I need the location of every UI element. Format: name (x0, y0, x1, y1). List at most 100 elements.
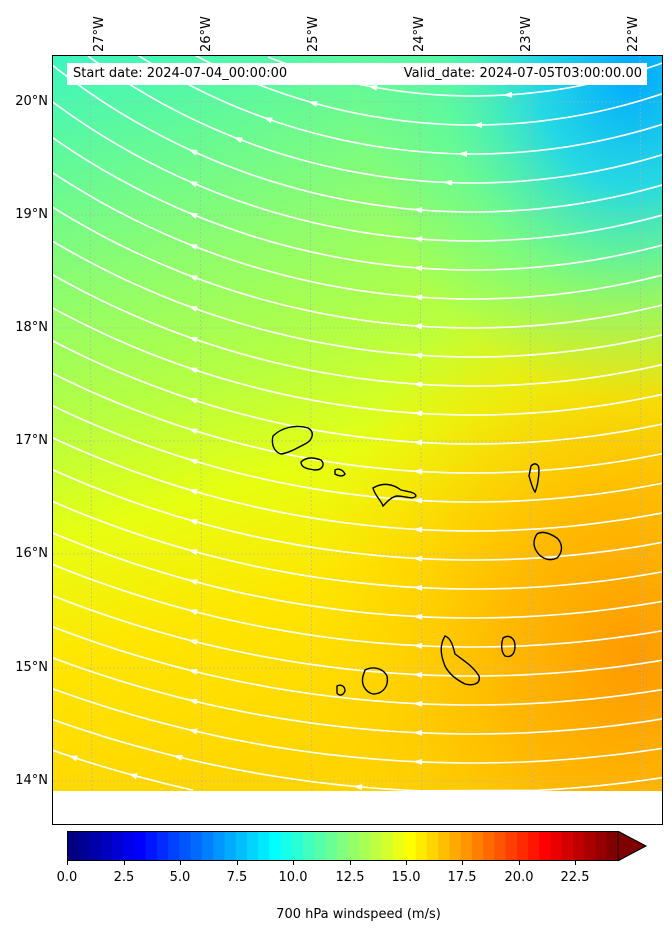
streamline-arrow (413, 642, 423, 649)
colorbar-cell (415, 831, 428, 861)
lat-label-17n: 17°N (15, 433, 48, 448)
streamline (53, 372, 662, 474)
streamline (53, 626, 662, 706)
streamline (53, 240, 662, 358)
streamline-arrow (413, 526, 423, 533)
colorbar-cell (573, 831, 585, 861)
island-boa-vista (533, 531, 563, 561)
colorbar-tickmark (350, 861, 351, 865)
streamline (137, 56, 662, 155)
colorbar-cell (471, 831, 484, 861)
streamline (53, 307, 662, 416)
streamline-arrow (413, 555, 423, 562)
colorbar-cell (561, 831, 574, 861)
lon-label-24w: 24°W (412, 16, 427, 52)
colorbar-cell (359, 831, 372, 861)
island-santiago (440, 635, 480, 686)
lon-label-26w: 26°W (199, 16, 214, 52)
colorbar-cell (213, 831, 226, 861)
streamline (53, 500, 662, 590)
streamline-arrow (503, 91, 513, 98)
streamline-arrow (188, 212, 198, 219)
colorbar-cell (235, 831, 248, 861)
island-sao-vicente (300, 457, 324, 471)
streamline-arrow (413, 729, 423, 736)
streamline (53, 688, 662, 764)
streamline-arrow (413, 294, 423, 301)
streamline-arrow (308, 101, 318, 107)
colorbar-cell (67, 831, 79, 861)
colorbar-cell (348, 831, 360, 861)
streamline (53, 594, 662, 677)
colorbar-cell (258, 831, 271, 861)
lon-label-25w: 25°W (306, 16, 321, 52)
colorbar-cell (606, 831, 619, 861)
streamline (53, 532, 662, 619)
colorbar-cell (303, 831, 316, 861)
colorbar-cell (111, 831, 124, 861)
colorbar-cell (314, 831, 327, 861)
streamline-arrow (188, 639, 198, 645)
colorbar-cell (404, 831, 417, 861)
colorbar-cell (370, 831, 383, 861)
colorbar-cell (381, 831, 394, 861)
streamline (87, 56, 662, 184)
streamline-arrow (233, 136, 243, 144)
colorbar-tickmark (180, 861, 181, 865)
streamline (53, 437, 662, 532)
colorbar-tickmark (462, 861, 463, 865)
windspeed-map (53, 56, 662, 824)
colorbar-cell (438, 831, 450, 861)
streamline-arrow (188, 579, 198, 586)
streamline-arrow (413, 584, 423, 591)
colorbar-outline (67, 831, 647, 861)
streamline (53, 274, 662, 387)
streamline-arrow (413, 439, 423, 446)
lat-label-16n: 16°N (15, 546, 48, 561)
colorbar-tickmark (575, 861, 576, 865)
streamline-arrow (188, 698, 198, 705)
colorbar-cell (190, 831, 203, 861)
streamline (53, 340, 662, 445)
colorbar-cell (89, 831, 102, 861)
streamline (53, 206, 662, 329)
streamline-arrow (188, 549, 198, 556)
streamline-arrow (188, 458, 198, 465)
streamline-arrow (413, 207, 423, 214)
streamline (194, 56, 662, 126)
streamline (53, 101, 662, 242)
colorbar-tick-label: 20.0 (504, 870, 534, 885)
lat-label-15n: 15°N (15, 660, 48, 675)
colorbar (67, 831, 647, 861)
colorbar-cell (595, 831, 608, 861)
streamline (53, 136, 662, 271)
streamline-arrow (413, 468, 423, 475)
streamline-arrow (443, 179, 453, 186)
island-brava (336, 684, 346, 696)
island-maio (500, 635, 516, 658)
streamline-arrow (173, 754, 183, 761)
streamline-arrow (188, 669, 198, 675)
island-fogo (361, 667, 389, 695)
lon-label-27w: 27°W (92, 16, 107, 52)
streamline-arrow (188, 489, 198, 495)
streamline-arrow (263, 117, 273, 124)
colorbar-tickmark (406, 861, 407, 865)
colorbar-tickmark (237, 861, 238, 865)
streamline-arrow (413, 352, 423, 359)
colorbar-cell (393, 831, 405, 861)
streamline-arrow (413, 758, 423, 765)
streamline (53, 563, 662, 648)
start-date-text: Start date: 2024-07-04_00:00:00 (73, 66, 288, 81)
streamline-arrow (413, 613, 423, 620)
colorbar-tickmark (519, 861, 520, 865)
lat-label-19n: 19°N (15, 207, 48, 222)
colorbar-cell (516, 831, 529, 861)
streamline-arrow (413, 381, 423, 388)
colorbar-cell (269, 831, 282, 861)
colorbar-title: 700 hPa windspeed (m/s) (276, 907, 441, 922)
streamline-arrow (188, 336, 198, 343)
lat-label-20n: 20°N (15, 94, 48, 109)
streamline (53, 172, 662, 300)
colorbar-cell (449, 831, 462, 861)
